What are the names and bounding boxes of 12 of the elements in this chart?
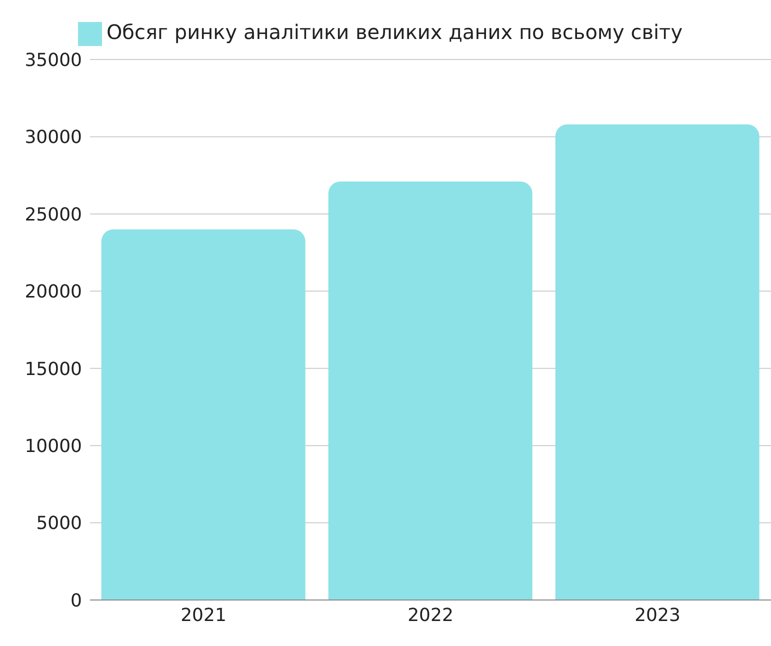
y-tick-label: 0 [70, 590, 82, 612]
y-tick-label: 30000 [24, 127, 82, 148]
x-tick-label: 2022 [408, 604, 454, 626]
y-tick-label: 35000 [24, 50, 82, 71]
y-tick-label: 5000 [36, 513, 82, 534]
x-tick-label: 2021 [180, 604, 226, 626]
y-tick-label: 10000 [24, 436, 82, 457]
legend-label: Обсяг ринку аналітики великих даних по всьому світу [106, 20, 683, 44]
x-tick-label: 2023 [634, 604, 680, 626]
y-tick-label: 15000 [24, 358, 82, 380]
y-tick-label: 20000 [24, 282, 82, 303]
y-tick-label: 25000 [24, 204, 82, 226]
